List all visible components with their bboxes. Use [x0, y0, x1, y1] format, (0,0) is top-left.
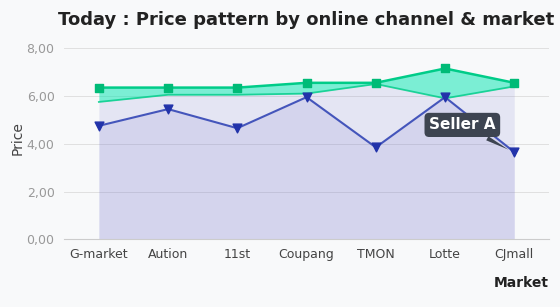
Point	[95, 85, 104, 90]
Point	[441, 66, 450, 71]
Point	[510, 80, 519, 85]
Point	[164, 107, 172, 111]
Point	[371, 80, 380, 85]
Point	[302, 95, 311, 99]
Point	[371, 145, 380, 150]
Text: Market: Market	[494, 276, 549, 290]
Point	[302, 80, 311, 85]
Point	[441, 95, 450, 99]
Y-axis label: Price: Price	[11, 121, 25, 155]
Point	[164, 85, 172, 90]
Point	[95, 123, 104, 128]
Title: Today : Price pattern by online channel & market: Today : Price pattern by online channel …	[58, 11, 555, 29]
Point	[233, 85, 242, 90]
Point	[233, 126, 242, 131]
Text: Seller A: Seller A	[429, 117, 508, 150]
Point	[510, 150, 519, 154]
